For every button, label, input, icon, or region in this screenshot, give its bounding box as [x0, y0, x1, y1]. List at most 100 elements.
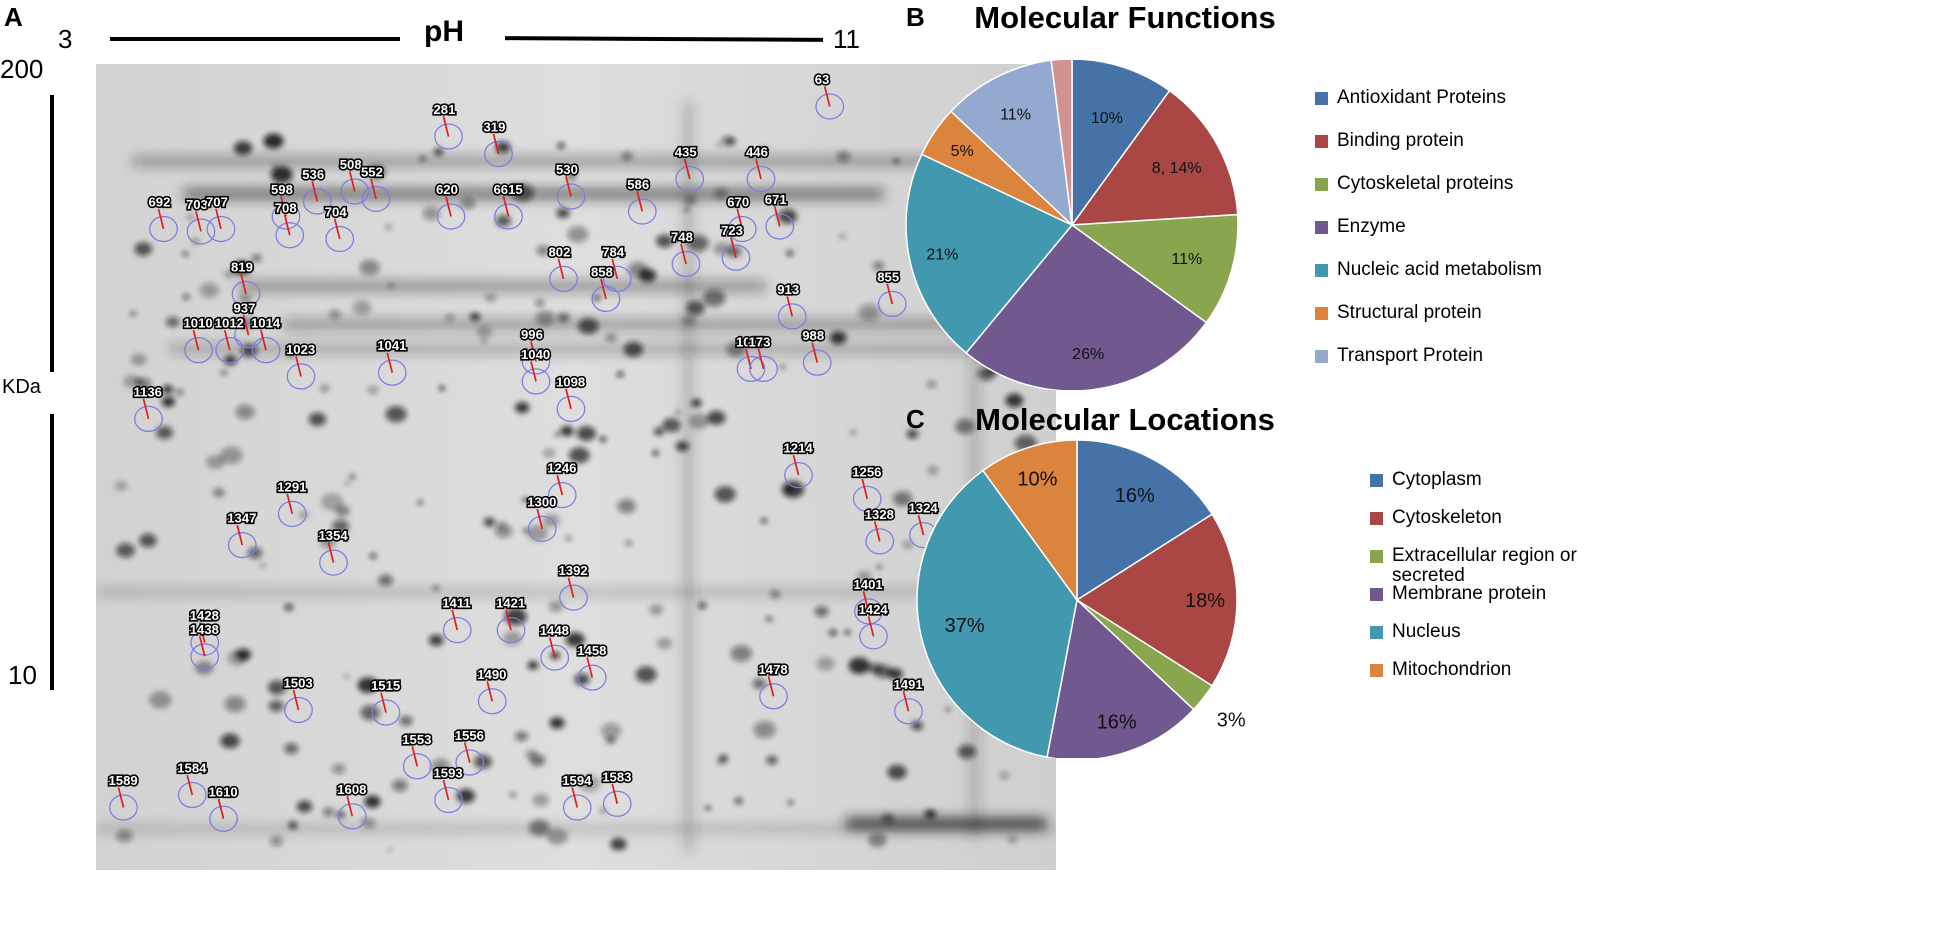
spot-outline [784, 462, 813, 489]
legend-label: Mitochondrion [1392, 659, 1512, 680]
legend-label: Cytoskeletal proteins [1337, 173, 1514, 194]
spot-pointer [451, 609, 459, 631]
gel-spot-annotation: 1010 [182, 314, 214, 364]
gel-spot [528, 819, 550, 836]
gel-spot [605, 333, 617, 342]
gel-spot-annotation: 1448 [538, 621, 571, 671]
gel-spot [543, 448, 555, 458]
gel-spot [296, 800, 313, 813]
mass-top-label: 200 [0, 54, 44, 84]
gel-spot [887, 764, 907, 780]
legend-swatch [1315, 178, 1328, 191]
gel-spot [816, 656, 835, 671]
spot-outline [190, 643, 220, 670]
gel-spot [385, 406, 407, 423]
gel-spot [786, 250, 794, 256]
gel-spot [509, 184, 517, 190]
spot-label: 1098 [556, 374, 585, 389]
gel-spot [716, 758, 726, 765]
gel-spot [617, 498, 636, 514]
gel-streak [171, 345, 1046, 353]
gel-spot [366, 164, 386, 180]
spot-pointer [463, 742, 471, 763]
spot-pointer [215, 208, 222, 230]
spot-label: 1438 [190, 622, 219, 637]
gel-spot-annotation: 1014 [249, 314, 283, 364]
spot-outline [547, 481, 577, 509]
gel-spot-annotation: 671 [763, 190, 795, 240]
spot-label: 6615 [494, 182, 523, 197]
functions-legend: Antioxidant Proteins Binding protein Cytos… [1315, 88, 1575, 378]
mass-axis-line-top [50, 95, 54, 372]
gel-spot [320, 493, 344, 511]
spot-outline [494, 203, 523, 230]
spot-pointer [198, 636, 206, 657]
gel-spot [191, 238, 200, 245]
gel-spot [662, 418, 681, 433]
spot-label: 1017 [736, 334, 765, 349]
gel-spot-annotation: 1040 [519, 345, 552, 395]
gel-spot [652, 450, 659, 456]
gel-spot [1005, 393, 1024, 408]
spot-outline [527, 515, 557, 542]
gel-spot [927, 380, 937, 389]
spot-label: 598 [271, 182, 293, 197]
gel-spot [352, 300, 372, 315]
ph-max-label: 11 [833, 24, 860, 54]
gel-spot-annotation: 1478 [757, 660, 789, 710]
gel-spot-annotation: 1411 [441, 594, 472, 644]
legend-item: Structural protein [1315, 303, 1567, 323]
gel-spot-annotation: 748 [669, 228, 701, 278]
spot-outline [134, 405, 163, 433]
gel-spot [556, 207, 570, 219]
spot-pointer [198, 622, 206, 643]
spot-outline [227, 531, 257, 559]
gel-spot [944, 706, 951, 712]
gel-spot-annotation: 598 [269, 180, 301, 230]
gel-spot [684, 195, 697, 206]
spot-label: 937 [234, 301, 256, 316]
spot-outline [671, 250, 701, 278]
gel-streak [133, 157, 1056, 166]
ph-axis-line-right [504, 36, 824, 42]
functions-pie-chart: 10%8, 14%11%26%21%5%11%2% [905, 60, 1239, 390]
spot-outline [815, 93, 845, 120]
pie-slice-label: 11% [1000, 107, 1031, 124]
spot-label: 620 [436, 182, 458, 197]
spot-outline [302, 188, 332, 215]
spot-pointer [292, 689, 300, 711]
gel-spot [704, 805, 712, 811]
gel-spot-annotation: 1556 [453, 726, 486, 776]
gel-spot-annotation: 530 [554, 160, 586, 210]
spot-label: 1515 [371, 678, 400, 693]
panel-b-letter: B [906, 2, 925, 32]
spot-outline [559, 584, 588, 611]
gel-spot [557, 312, 570, 323]
gel-spot [674, 410, 681, 416]
gel-spot [445, 314, 455, 322]
legend-item: Extracellular region or secreted [1370, 546, 1622, 586]
gel-spot [874, 664, 892, 678]
gel-spot [549, 717, 565, 729]
gel-spot-annotation: 1256 [851, 463, 883, 512]
gel-spot-annotation: 1610 [207, 783, 239, 832]
gel-spot [359, 259, 380, 276]
spot-pointer [757, 348, 765, 370]
legend-label: Membrane protein [1392, 583, 1547, 604]
gel-spot [893, 159, 900, 164]
pie-slice-label: 8, 14% [1152, 160, 1202, 177]
gel-spot-annotation: 1023 [284, 340, 317, 390]
gel-spot [134, 242, 152, 256]
gel-spot-annotation: 1347 [226, 509, 258, 559]
spot-label: 1014 [251, 316, 281, 331]
legend-item: Mitochondrion [1370, 660, 1622, 680]
gel-spot [271, 163, 278, 168]
gel-spot [522, 497, 529, 502]
gel-spot [419, 156, 426, 161]
gel-spot-annotation: 692 [147, 193, 178, 243]
gel-spot [422, 206, 440, 221]
spot-outline [802, 349, 832, 376]
spot-outline [556, 183, 586, 210]
gel-spot-annotation: 1594 [561, 771, 594, 821]
spot-label: 707 [206, 194, 228, 209]
